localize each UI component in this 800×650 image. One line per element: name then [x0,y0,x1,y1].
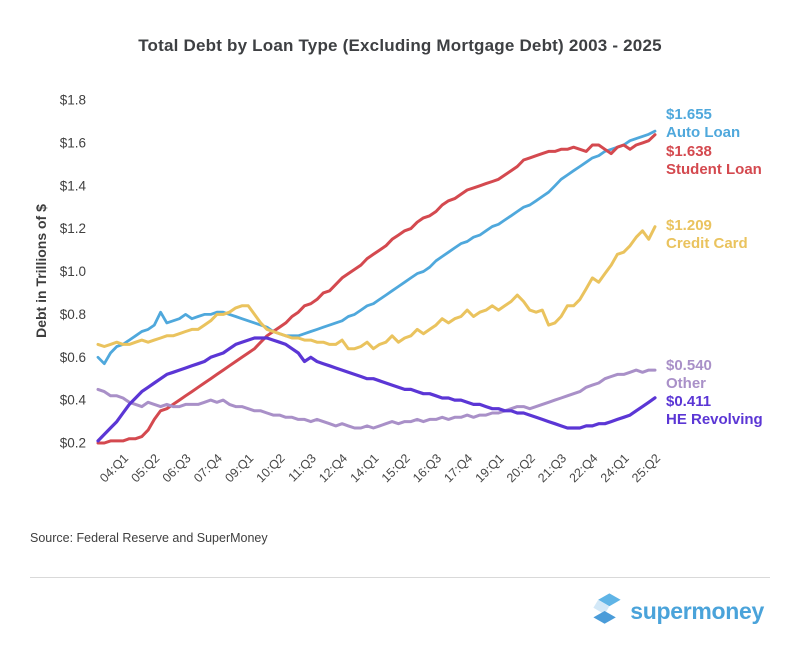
y-axis-tick: $1.6 [60,135,86,150]
y-axis-tick: $0.4 [60,393,87,408]
line-credit-card [96,225,657,351]
x-axis-tick: 11:Q3 [286,451,319,484]
source-note: Source: Federal Reserve and SuperMoney [30,531,268,545]
end-value-he-revolving: $0.411 [666,393,711,410]
x-axis-tick: 20:Q2 [504,451,538,485]
x-axis-tick: 10:Q2 [254,451,288,485]
x-axis-tick: 12:Q4 [316,451,350,485]
x-axis-tick: 21:Q3 [535,451,569,485]
line-student-loan [96,133,657,445]
line-chart: $1.8 $1.6 $1.4 $1.2 $1.0 $0.8 $0.6 $0.4 $0.2 04:Q… [33,93,763,486]
line-he-revolving [96,336,657,443]
y-axis-tick: $1.8 [60,93,86,108]
y-axis-tick: $1.2 [60,221,86,236]
series-label-other: Other [666,375,706,392]
x-axis-tick: 22:Q4 [567,451,601,485]
y-axis-tick: $0.8 [60,307,86,322]
series-label-auto-loan: Auto Loan [666,124,740,141]
x-axis-tick: 17:Q4 [441,451,475,485]
x-axis-tick: 15:Q2 [379,451,413,485]
brand-name: supermoney [630,597,764,624]
y-axis-tick: $1.4 [60,178,87,193]
x-axis-tick: 24:Q1 [598,451,632,485]
line-other [96,368,657,430]
supermoney-logo-icon [593,593,621,624]
y-axis-tick: $1.0 [60,264,86,279]
chart-title: Total Debt by Loan Type (Excluding Mortg… [138,36,662,55]
y-axis-tick: $0.6 [60,350,86,365]
x-axis-tick: 05:Q2 [128,451,162,485]
x-axis-tick: 04:Q1 [97,451,131,485]
line-auto-loan [96,129,657,366]
brand-logo: supermoney [591,591,764,631]
x-axis-tick: 09:Q1 [222,451,256,485]
series-label-student-loan: Student Loan [666,161,762,178]
footer-divider [30,577,770,578]
x-axis-tick: 14:Q1 [348,451,382,485]
x-axis-tick: 16:Q3 [410,451,444,485]
x-axis-tick: 07:Q4 [191,451,225,485]
y-axis-title: Debt in Trillions of $ [33,204,49,338]
end-value-auto-loan: $1.655 [666,106,712,123]
series-label-credit-card: Credit Card [666,235,748,252]
end-value-other: $0.540 [666,357,712,374]
x-axis-tick: 06:Q3 [160,451,194,485]
y-axis-tick: $0.2 [60,436,86,451]
x-axis-tick: 25:Q2 [629,451,663,485]
x-axis-tick: 19:Q1 [473,451,507,485]
series-label-he-revolving: HE Revolving [666,411,763,428]
end-value-credit-card: $1.209 [666,217,712,234]
end-value-student-loan: $1.638 [666,143,712,160]
